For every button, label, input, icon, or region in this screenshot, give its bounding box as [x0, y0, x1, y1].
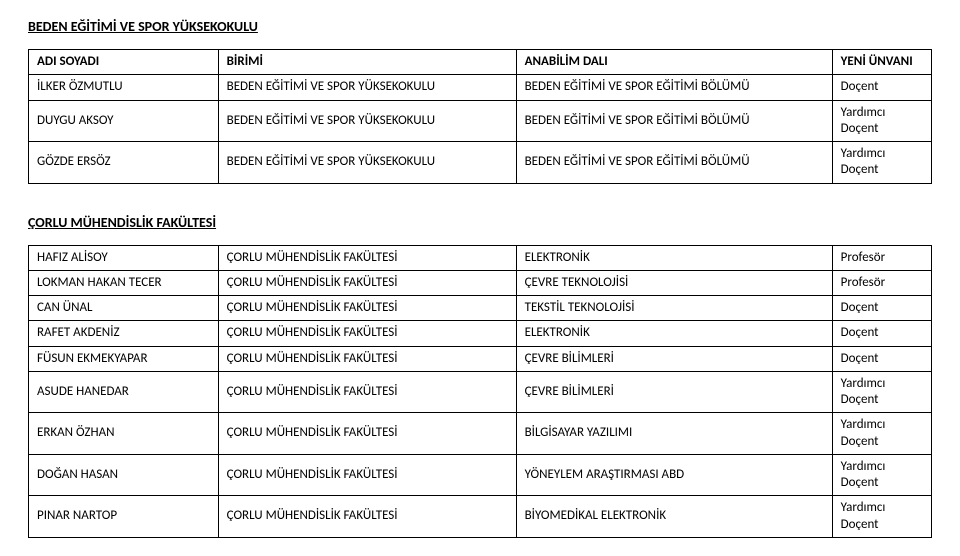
col-header-unit: BİRİMİ [218, 50, 516, 75]
cell-name: FÜSUN EKMEKYAPAR [29, 346, 219, 371]
cell-unit: ÇORLU MÜHENDİSLİK FAKÜLTESİ [218, 245, 516, 270]
cell-dept: BİYOMEDİKAL ELEKTRONİK [516, 496, 832, 538]
table-section1-head: ADI SOYADI BİRİMİ ANABİLİM DALI YENİ ÜNV… [29, 50, 932, 75]
cell-dept: ÇEVRE BİLİMLERİ [516, 346, 832, 371]
cell-name: RAFET AKDENİZ [29, 321, 219, 346]
cell-name: PINAR NARTOP [29, 496, 219, 538]
cell-unit: BEDEN EĞİTİMİ VE SPOR YÜKSEKOKULU [218, 75, 516, 100]
col-header-name: ADI SOYADI [29, 50, 219, 75]
cell-title: YardımcıDoçent [832, 413, 931, 455]
cell-title: Doçent [832, 75, 931, 100]
cell-unit: ÇORLU MÜHENDİSLİK FAKÜLTESİ [218, 496, 516, 538]
cell-unit: BEDEN EĞİTİMİ VE SPOR YÜKSEKOKULU [218, 100, 516, 142]
table-row: LOKMAN HAKAN TECERÇORLU MÜHENDİSLİK FAKÜ… [29, 270, 932, 295]
section2-title: ÇORLU MÜHENDİSLİK FAKÜLTESİ [28, 214, 932, 231]
cell-dept: TEKSTİL TEKNOLOJİSİ [516, 296, 832, 321]
cell-unit: ÇORLU MÜHENDİSLİK FAKÜLTESİ [218, 321, 516, 346]
cell-title: YardımcıDoçent [832, 100, 931, 142]
cell-unit: ÇORLU MÜHENDİSLİK FAKÜLTESİ [218, 270, 516, 295]
table-row: FÜSUN EKMEKYAPARÇORLU MÜHENDİSLİK FAKÜLT… [29, 346, 932, 371]
cell-unit: ÇORLU MÜHENDİSLİK FAKÜLTESİ [218, 371, 516, 413]
cell-unit: ÇORLU MÜHENDİSLİK FAKÜLTESİ [218, 413, 516, 455]
cell-name: HAFIZ ALİSOY [29, 245, 219, 270]
cell-dept: BEDEN EĞİTİMİ VE SPOR EĞİTİMİ BÖLÜMÜ [516, 142, 832, 184]
cell-title: Doçent [832, 321, 931, 346]
table-row: PINAR NARTOPÇORLU MÜHENDİSLİK FAKÜLTESİB… [29, 496, 932, 538]
table-row: DOĞAN HASANÇORLU MÜHENDİSLİK FAKÜLTESİYÖ… [29, 454, 932, 496]
cell-name: GÖZDE ERSÖZ [29, 142, 219, 184]
table-row: ERKAN ÖZHANÇORLU MÜHENDİSLİK FAKÜLTESİBİ… [29, 413, 932, 455]
cell-unit: ÇORLU MÜHENDİSLİK FAKÜLTESİ [218, 296, 516, 321]
cell-title: YardımcıDoçent [832, 454, 931, 496]
cell-name: ERKAN ÖZHAN [29, 413, 219, 455]
col-header-dept: ANABİLİM DALI [516, 50, 832, 75]
cell-dept: ELEKTRONİK [516, 321, 832, 346]
cell-dept: YÖNEYLEM ARAŞTIRMASI ABD [516, 454, 832, 496]
cell-dept: BEDEN EĞİTİMİ VE SPOR EĞİTİMİ BÖLÜMÜ [516, 75, 832, 100]
cell-title: Profesör [832, 270, 931, 295]
cell-name: DOĞAN HASAN [29, 454, 219, 496]
table-section2: HAFIZ ALİSOYÇORLU MÜHENDİSLİK FAKÜLTESİE… [28, 245, 932, 538]
cell-name: ASUDE HANEDAR [29, 371, 219, 413]
cell-name: CAN ÜNAL [29, 296, 219, 321]
cell-title: Profesör [832, 245, 931, 270]
cell-unit: ÇORLU MÜHENDİSLİK FAKÜLTESİ [218, 454, 516, 496]
table-row: RAFET AKDENİZÇORLU MÜHENDİSLİK FAKÜLTESİ… [29, 321, 932, 346]
cell-title: Doçent [832, 346, 931, 371]
cell-title: YardımcıDoçent [832, 371, 931, 413]
cell-unit: BEDEN EĞİTİMİ VE SPOR YÜKSEKOKULU [218, 142, 516, 184]
cell-title: Doçent [832, 296, 931, 321]
table-row: GÖZDE ERSÖZBEDEN EĞİTİMİ VE SPOR YÜKSEKO… [29, 142, 932, 184]
table-row: CAN ÜNALÇORLU MÜHENDİSLİK FAKÜLTESİTEKST… [29, 296, 932, 321]
table-section1-body: İLKER ÖZMUTLUBEDEN EĞİTİMİ VE SPOR YÜKSE… [29, 75, 932, 183]
cell-title: YardımcıDoçent [832, 142, 931, 184]
table-row: DUYGU AKSOYBEDEN EĞİTİMİ VE SPOR YÜKSEKO… [29, 100, 932, 142]
cell-dept: ELEKTRONİK [516, 245, 832, 270]
cell-dept: ÇEVRE BİLİMLERİ [516, 371, 832, 413]
cell-title: YardımcıDoçent [832, 496, 931, 538]
table-row: İLKER ÖZMUTLUBEDEN EĞİTİMİ VE SPOR YÜKSE… [29, 75, 932, 100]
col-header-title: YENİ ÜNVANI [832, 50, 931, 75]
table-section2-body: HAFIZ ALİSOYÇORLU MÜHENDİSLİK FAKÜLTESİE… [29, 245, 932, 537]
cell-dept: BİLGİSAYAR YAZILIMI [516, 413, 832, 455]
cell-name: İLKER ÖZMUTLU [29, 75, 219, 100]
cell-name: DUYGU AKSOY [29, 100, 219, 142]
table-section1: ADI SOYADI BİRİMİ ANABİLİM DALI YENİ ÜNV… [28, 49, 932, 184]
table-row: HAFIZ ALİSOYÇORLU MÜHENDİSLİK FAKÜLTESİE… [29, 245, 932, 270]
table-row: ASUDE HANEDARÇORLU MÜHENDİSLİK FAKÜLTESİ… [29, 371, 932, 413]
cell-dept: BEDEN EĞİTİMİ VE SPOR EĞİTİMİ BÖLÜMÜ [516, 100, 832, 142]
cell-unit: ÇORLU MÜHENDİSLİK FAKÜLTESİ [218, 346, 516, 371]
cell-name: LOKMAN HAKAN TECER [29, 270, 219, 295]
cell-dept: ÇEVRE TEKNOLOJİSİ [516, 270, 832, 295]
section1-title: BEDEN EĞİTİMİ VE SPOR YÜKSEKOKULU [28, 18, 932, 35]
